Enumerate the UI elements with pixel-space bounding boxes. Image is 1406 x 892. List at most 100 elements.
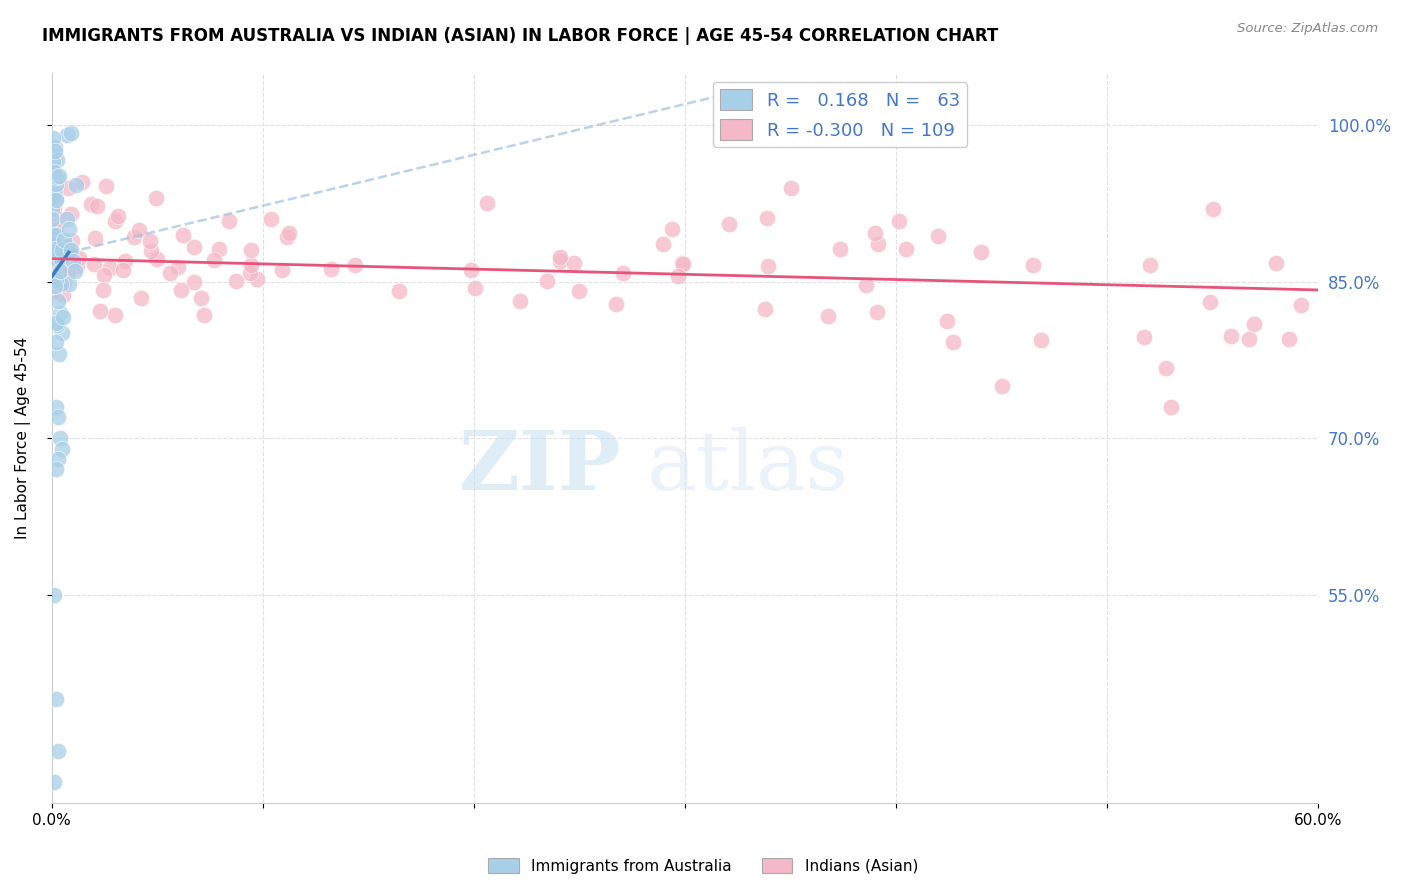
Point [58,277,80,291]
Point [661,222,683,236]
Point [166,260,188,275]
Point [129,291,152,305]
Point [44,185,66,199]
Point [1243,317,1265,331]
Y-axis label: In Labor Force | Age 45-54: In Labor Force | Age 45-54 [15,337,31,540]
Point [343,258,366,272]
Point [46,212,69,227]
Point [44,268,66,283]
Point [193,309,215,323]
Point [45,193,67,207]
Point [190,291,212,305]
Point [46,293,69,308]
Point [98,260,121,275]
Point [45,335,67,350]
Point [46,169,69,184]
Point [1029,333,1052,347]
Point [183,275,205,289]
Point [260,212,283,227]
Point [239,266,262,280]
Point [86,199,108,213]
Point [42,588,65,602]
Point [42,236,65,251]
Point [63,264,86,278]
Point [42,130,65,145]
Point [60,234,83,248]
Point [91,283,114,297]
Point [756,211,779,226]
Point [46,452,69,467]
Point [828,242,851,256]
Point [863,226,886,240]
Point [52,310,75,324]
Point [475,195,498,210]
Point [146,252,169,266]
Point [41,183,63,197]
Point [550,253,572,268]
Point [49,277,72,291]
Point [183,240,205,254]
Point [48,169,70,183]
Point [114,253,136,268]
Point [45,178,67,192]
Point [1139,258,1161,272]
Point [104,213,127,227]
Point [58,266,80,280]
Point [138,234,160,248]
Point [159,266,181,280]
Point [969,244,991,259]
Point [754,301,776,316]
Point [562,255,585,269]
Point [927,228,949,243]
Point [44,244,66,259]
Point [671,256,693,270]
Point [49,431,72,445]
Text: ZIP: ZIP [460,427,621,508]
Point [67,251,90,265]
Point [44,268,66,282]
Point [42,235,65,250]
Point [1237,332,1260,346]
Point [45,318,67,332]
Point [1160,400,1182,414]
Point [44,242,66,256]
Point [42,191,65,205]
Point [56,265,79,279]
Point [55,212,77,227]
Point [855,278,877,293]
Point [270,262,292,277]
Point [107,209,129,223]
Point [104,308,127,322]
Point [84,230,107,244]
Point [111,262,134,277]
Point [246,272,269,286]
Point [817,310,839,324]
Point [49,264,72,278]
Point [44,139,66,153]
Point [548,250,571,264]
Point [44,249,66,263]
Point [45,462,67,476]
Point [45,273,67,287]
Point [48,347,70,361]
Point [59,126,82,140]
Point [51,244,73,258]
Point [44,278,66,293]
Point [666,269,689,284]
Point [42,271,65,285]
Point [868,236,890,251]
Point [460,263,482,277]
Point [779,180,801,194]
Point [887,214,910,228]
Point [51,262,73,277]
Point [1199,295,1222,310]
Point [59,207,82,221]
Point [42,165,65,179]
Point [56,128,79,143]
Point [935,314,957,328]
Point [464,280,486,294]
Point [48,241,70,255]
Point [169,283,191,297]
Point [568,284,591,298]
Point [122,229,145,244]
